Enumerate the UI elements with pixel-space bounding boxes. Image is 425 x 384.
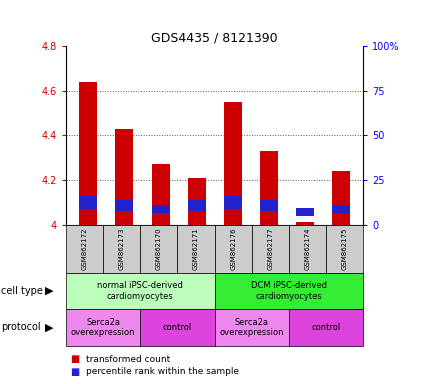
Text: GSM862176: GSM862176 [230,227,236,270]
Bar [187,200,206,211]
Bar [296,208,314,216]
Bar [260,151,278,225]
Bar [224,102,242,225]
Text: cell type: cell type [1,286,43,296]
Bar [116,129,133,225]
Text: GSM862177: GSM862177 [267,227,273,270]
Bar [187,178,206,225]
Bar [332,205,350,214]
Text: control: control [163,323,192,332]
Text: GSM862170: GSM862170 [156,227,162,270]
Text: normal iPSC-derived
cardiomyocytes: normal iPSC-derived cardiomyocytes [97,281,183,301]
Text: control: control [312,323,341,332]
Bar [296,222,314,225]
Text: transformed count: transformed count [86,354,170,364]
Text: GSM862174: GSM862174 [305,227,311,270]
Bar [116,200,133,211]
Bar [332,171,350,225]
Bar [79,82,97,225]
Text: GSM862172: GSM862172 [82,227,88,270]
Text: GSM862175: GSM862175 [342,227,348,270]
Bar [152,205,170,214]
Text: GSM862173: GSM862173 [119,227,125,270]
Text: ▶: ▶ [45,286,53,296]
Bar [224,195,242,209]
Text: ■: ■ [70,367,79,377]
Text: percentile rank within the sample: percentile rank within the sample [86,367,239,376]
Text: Serca2a
overexpression: Serca2a overexpression [71,318,135,337]
Text: ▶: ▶ [45,322,53,333]
Bar [260,200,278,211]
Title: GDS4435 / 8121390: GDS4435 / 8121390 [151,32,278,45]
Text: DCM iPSC-derived
cardiomyocytes: DCM iPSC-derived cardiomyocytes [251,281,327,301]
Bar [152,164,170,225]
Text: GSM862171: GSM862171 [193,227,199,270]
Text: ■: ■ [70,354,79,364]
Text: protocol: protocol [1,322,40,333]
Text: Serca2a
overexpression: Serca2a overexpression [220,318,284,337]
Bar [79,195,97,209]
